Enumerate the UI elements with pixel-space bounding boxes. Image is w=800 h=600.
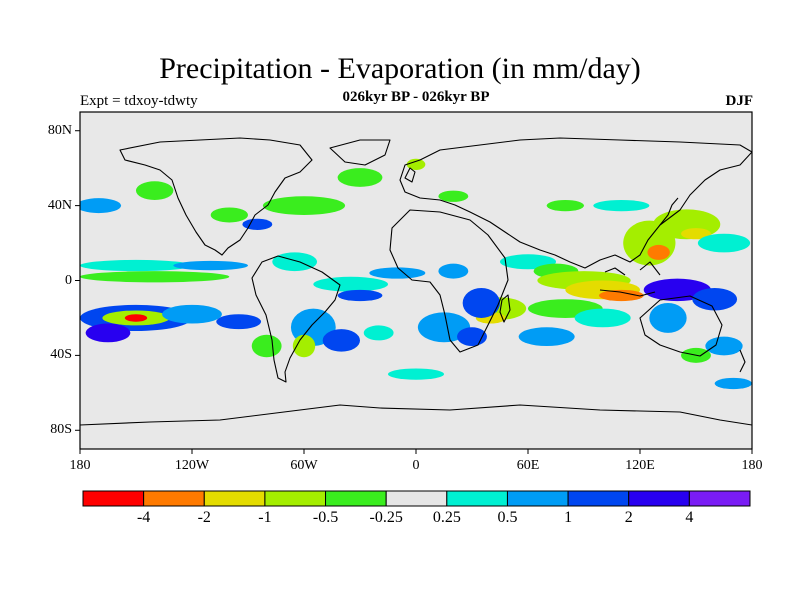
colorbar-swatch-6 bbox=[446, 490, 508, 507]
field-contour-19 bbox=[80, 198, 122, 214]
lat-tick-label: 80N bbox=[47, 122, 72, 138]
eurasia-coast bbox=[399, 137, 752, 269]
colorbar-swatch-7 bbox=[506, 490, 569, 507]
field-contour-15 bbox=[363, 325, 394, 341]
field-contour-6 bbox=[80, 271, 230, 283]
japan-coast bbox=[659, 197, 679, 226]
colorbar-swatch-8 bbox=[567, 490, 630, 507]
colorbar-label: 2 bbox=[624, 509, 633, 526]
field-contour-5 bbox=[216, 314, 262, 330]
colorbar-label: 1 bbox=[564, 509, 573, 526]
lon-tick-label: 120E bbox=[625, 458, 655, 473]
coastlines bbox=[80, 137, 752, 426]
field-contour-51 bbox=[546, 199, 584, 212]
indonesia-coast bbox=[599, 261, 661, 297]
colorbar-swatch-5 bbox=[385, 490, 448, 507]
new-zealand-coast bbox=[739, 349, 746, 373]
field-contour-39 bbox=[574, 308, 631, 328]
madagascar-coast bbox=[499, 294, 511, 323]
colorbar-label: -1 bbox=[258, 509, 272, 526]
field-contour-38 bbox=[518, 327, 575, 347]
colorbar-swatch-2 bbox=[203, 490, 266, 507]
field-contour-53 bbox=[714, 377, 752, 390]
colorbar bbox=[82, 490, 751, 507]
lon-tick-label: 180 bbox=[741, 458, 763, 473]
lat-tick-label: 0 bbox=[65, 272, 72, 288]
lat-tick-label: 80S bbox=[50, 422, 72, 438]
colorbar-label: -0.5 bbox=[312, 509, 339, 526]
field-contour-50 bbox=[593, 199, 650, 212]
season-label: DJF bbox=[725, 93, 754, 109]
colorbar-label: 0.25 bbox=[432, 509, 461, 526]
field-contour-17 bbox=[292, 334, 316, 358]
colorbar-swatch-1 bbox=[143, 490, 205, 507]
north-america-coast bbox=[119, 137, 313, 256]
south-america-coast bbox=[251, 255, 341, 383]
lon-tick-label: 120W bbox=[174, 458, 210, 473]
colorbar-swatch-0 bbox=[82, 490, 145, 507]
field-contour-41 bbox=[647, 244, 670, 260]
field-contour-16 bbox=[251, 334, 282, 358]
field-contour-8 bbox=[173, 260, 248, 271]
lon-tick-label: 60W bbox=[290, 458, 318, 473]
field-contour-48 bbox=[705, 336, 743, 356]
lon-tick-label: 0 bbox=[412, 458, 420, 473]
field-contour-2 bbox=[124, 314, 148, 322]
uk-coast bbox=[404, 167, 416, 183]
colorbar-label: -4 bbox=[136, 509, 151, 526]
precip-evap-field bbox=[80, 158, 752, 390]
figure-title: Precipitation - Evaporation (in mm/day) bbox=[159, 52, 641, 85]
field-contour-29 bbox=[417, 312, 471, 343]
field-contour-31 bbox=[438, 263, 469, 279]
axis-ticks bbox=[75, 130, 753, 454]
field-contour-7 bbox=[80, 259, 192, 272]
field-contour-12 bbox=[337, 289, 383, 302]
lon-tick-label: 60E bbox=[516, 458, 540, 473]
field-contour-52 bbox=[388, 368, 444, 380]
field-contour-20 bbox=[210, 207, 248, 223]
field-contour-11 bbox=[369, 267, 426, 279]
colorbar-swatch-4 bbox=[325, 490, 387, 507]
field-contour-44 bbox=[697, 233, 751, 253]
africa-coast bbox=[389, 209, 509, 353]
experiment-label: Expt = tdxoy-tdwty bbox=[80, 93, 198, 109]
field-contour-21 bbox=[262, 196, 346, 215]
field-contour-18 bbox=[136, 181, 174, 200]
field-contour-4 bbox=[162, 304, 222, 324]
lon-tick-label: 180 bbox=[69, 458, 91, 473]
colorbar-label: -0.25 bbox=[369, 509, 403, 526]
colorbar-label: 4 bbox=[685, 509, 694, 526]
field-contour-9 bbox=[272, 252, 318, 272]
colorbar-swatch-10 bbox=[688, 490, 751, 507]
colorbar-swatch-3 bbox=[264, 490, 327, 507]
greenland-coast bbox=[329, 139, 391, 166]
field-contour-24 bbox=[406, 158, 426, 171]
field-contour-10 bbox=[313, 276, 388, 292]
field-contour-3 bbox=[85, 323, 131, 343]
australia-coast bbox=[639, 295, 723, 357]
colorbar-label: -2 bbox=[197, 509, 211, 526]
antarctica-coast bbox=[80, 404, 752, 426]
field-contour-23 bbox=[337, 168, 383, 187]
period-label: 026kyr BP - 026kyr BP bbox=[342, 89, 490, 105]
field-contour-36 bbox=[598, 289, 644, 302]
field-contour-28 bbox=[462, 287, 501, 318]
colorbar-label: 0.5 bbox=[497, 509, 518, 526]
field-contour-47 bbox=[649, 302, 687, 333]
lat-tick-label: 40N bbox=[47, 197, 72, 213]
field-contour-25 bbox=[438, 190, 469, 202]
field-contour-22 bbox=[242, 218, 273, 230]
colorbar-swatch-9 bbox=[628, 490, 690, 507]
field-contour-46 bbox=[692, 287, 738, 311]
lat-tick-label: 40S bbox=[50, 347, 72, 363]
field-contour-43 bbox=[681, 228, 711, 240]
field-contour-14 bbox=[322, 329, 361, 352]
